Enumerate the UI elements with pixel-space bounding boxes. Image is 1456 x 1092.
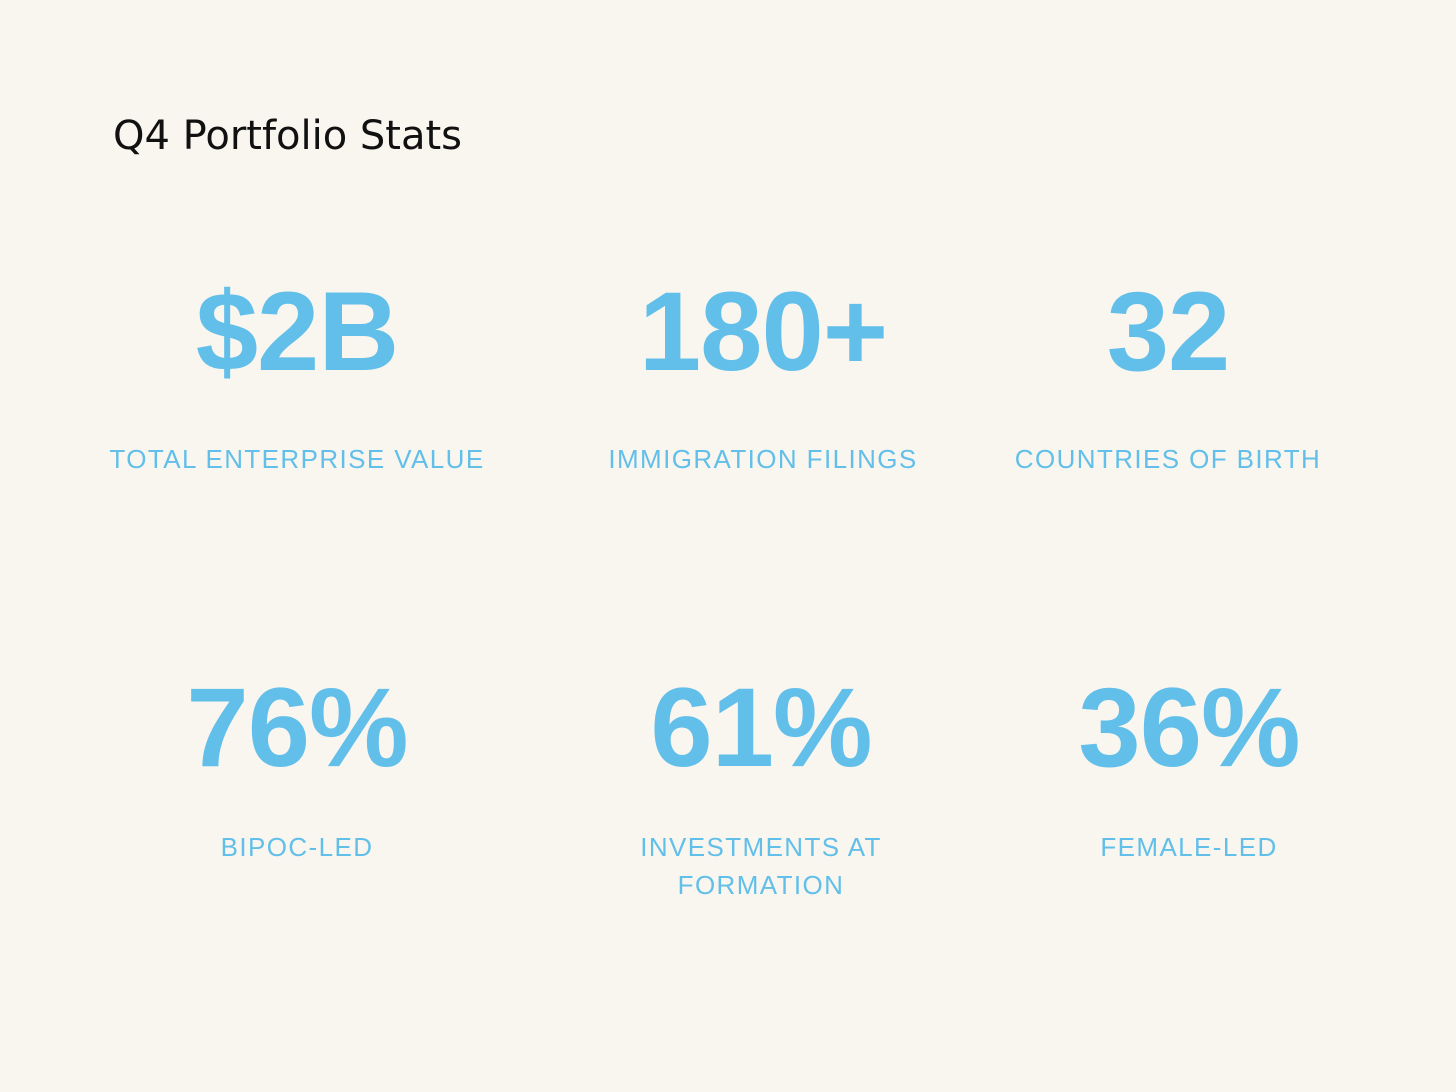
stat-value: 36%	[1078, 665, 1300, 790]
stat-immigration-filings: 180+ IMMIGRATION FILINGS	[553, 272, 973, 478]
page-title: Q4 Portfolio Stats	[113, 113, 463, 159]
stat-label: BIPOC-LED	[220, 832, 374, 862]
stat-label: FEMALE-LED	[1100, 832, 1278, 862]
stat-label: TOTAL ENTERPRISE VALUE	[109, 444, 485, 474]
stat-countries-of-birth: 32 COUNTRIES OF BIRTH	[958, 272, 1378, 478]
stat-value: 61%	[650, 665, 872, 790]
stat-female-led: 36% FEMALE-LED	[979, 668, 1399, 866]
stat-bipoc-led: 76% BIPOC-LED	[87, 668, 507, 866]
stat-total-enterprise-value: $2B TOTAL ENTERPRISE VALUE	[87, 272, 507, 478]
stat-value: 32	[1106, 269, 1231, 394]
stat-label: INVESTMENTS AT FORMATION	[640, 832, 882, 900]
stat-label: COUNTRIES OF BIRTH	[1014, 444, 1322, 474]
stat-value: 76%	[186, 665, 408, 790]
stat-investments-at-formation: 61% INVESTMENTS AT FORMATION	[551, 668, 971, 904]
stat-value: $2B	[195, 269, 399, 394]
stat-label: IMMIGRATION FILINGS	[608, 444, 918, 474]
stat-value: 180+	[638, 269, 888, 394]
